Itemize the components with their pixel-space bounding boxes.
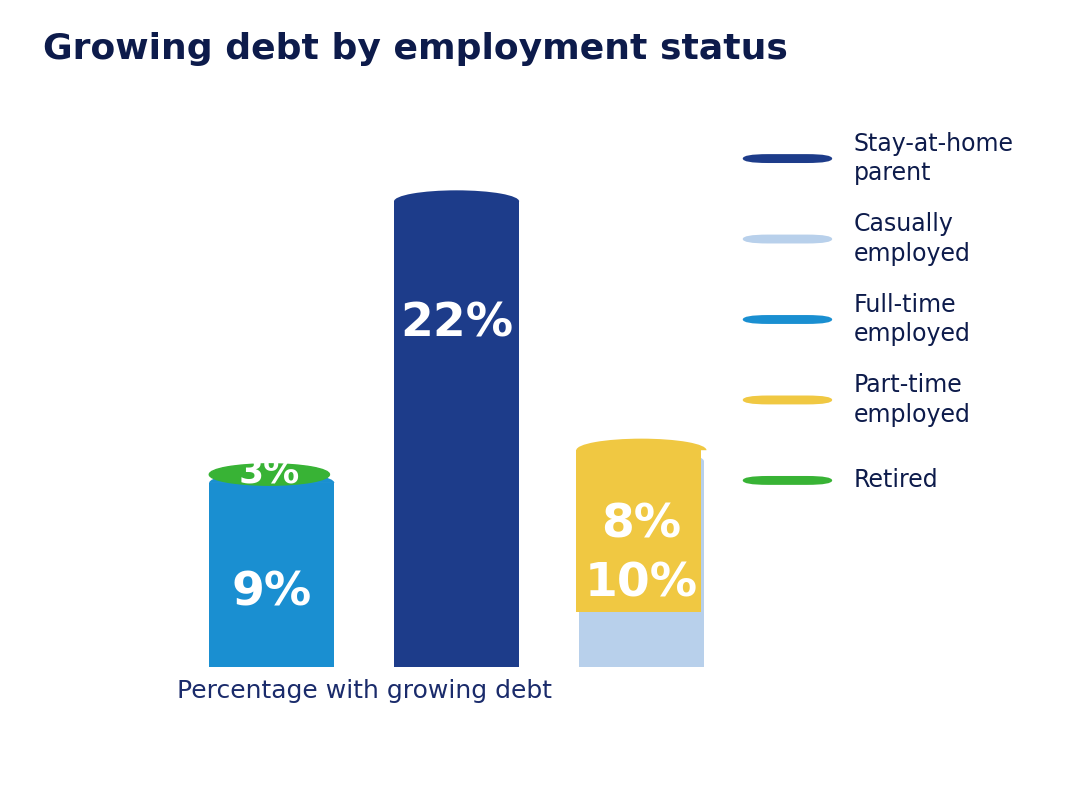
Wedge shape	[578, 450, 704, 461]
Bar	[394, 201, 519, 667]
Text: Casually
employed: Casually employed	[854, 212, 970, 266]
Text: 8%: 8%	[601, 503, 682, 548]
Bar	[209, 483, 334, 667]
Bar	[578, 461, 704, 667]
Text: Growing debt by employment status: Growing debt by employment status	[43, 32, 788, 66]
Wedge shape	[394, 190, 519, 201]
Text: 9%: 9%	[232, 570, 312, 615]
Text: Retired: Retired	[854, 468, 938, 493]
Text: Percentage with growing debt: Percentage with growing debt	[177, 679, 551, 703]
Text: Stay-at-home
parent: Stay-at-home parent	[854, 131, 1013, 185]
Circle shape	[209, 464, 330, 485]
Wedge shape	[576, 439, 707, 450]
FancyBboxPatch shape	[743, 476, 833, 485]
Text: 10%: 10%	[585, 562, 698, 607]
Text: Part-time
employed: Part-time employed	[854, 373, 970, 427]
Text: 3%: 3%	[239, 456, 300, 490]
FancyBboxPatch shape	[743, 154, 833, 163]
Text: Full-time
employed: Full-time employed	[854, 293, 970, 346]
FancyBboxPatch shape	[743, 315, 833, 324]
Text: 22%: 22%	[400, 301, 513, 346]
FancyBboxPatch shape	[743, 234, 833, 243]
Bar	[576, 450, 701, 612]
Wedge shape	[209, 472, 334, 483]
FancyBboxPatch shape	[743, 395, 833, 405]
